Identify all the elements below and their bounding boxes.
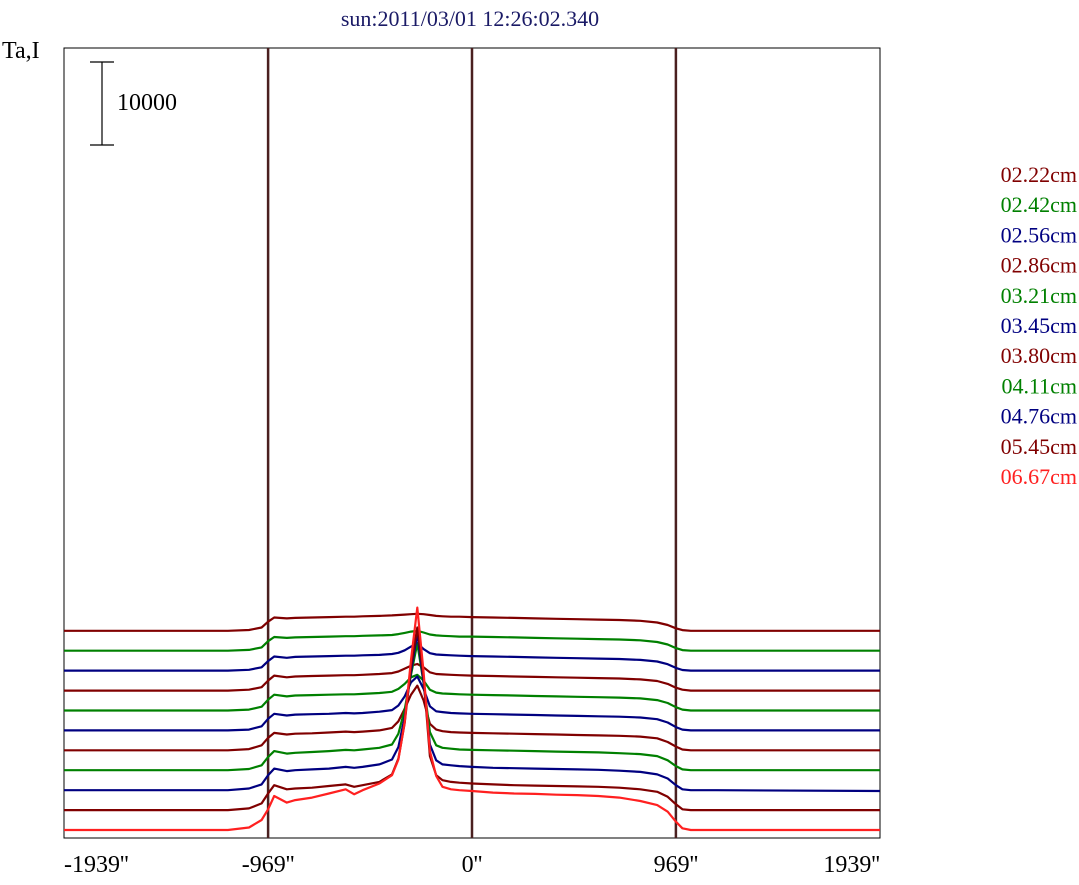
legend-entry-04.11cm: 04.11cm: [1001, 373, 1077, 398]
x-tick-label: -969'': [242, 852, 295, 878]
x-tick-labels: -1939'' -969'' 0'' 969'' 1939'': [64, 852, 880, 878]
x-tick-label: 0'': [462, 852, 483, 878]
legend-entry-02.22cm: 02.22cm: [1001, 162, 1077, 187]
chart-title: sun:2011/03/01 12:26:02.340: [341, 6, 599, 31]
legend-entry-02.86cm: 02.86cm: [1001, 253, 1077, 278]
x-tick-label: -1939'': [64, 852, 129, 878]
series-group: [64, 606, 881, 832]
reference-lines: [266, 48, 678, 838]
series-line-03.45cm: [64, 675, 880, 732]
scale-bar-label: 10000: [117, 90, 177, 116]
legend-entry-03.45cm: 03.45cm: [1001, 313, 1077, 338]
legend-entry-05.45cm: 05.45cm: [1001, 434, 1077, 459]
scale-bar: 10000: [90, 61, 177, 146]
legend-entry-02.42cm: 02.42cm: [1001, 192, 1077, 217]
series-line-04.11cm: [64, 642, 880, 772]
series-line-02.56cm: [64, 642, 880, 672]
series-line-06.67cm: [64, 606, 880, 832]
series-line-03.21cm: [64, 673, 880, 712]
legend: 02.22cm 02.42cm 02.56cm 02.86cm 03.21cm 03.45…: [1001, 162, 1077, 489]
legend-entry-04.76cm: 04.76cm: [1001, 404, 1077, 429]
x-tick-label: 969'': [654, 852, 699, 878]
x-tick-label: 1939'': [823, 852, 880, 878]
series-line-02.22cm: [64, 612, 880, 632]
series-line-05.45cm: [64, 626, 880, 812]
legend-entry-03.80cm: 03.80cm: [1001, 343, 1077, 368]
series-line-02.86cm: [64, 662, 880, 692]
legend-entry-06.67cm: 06.67cm: [1001, 464, 1077, 489]
legend-entry-02.56cm: 02.56cm: [1001, 222, 1077, 247]
y-axis-label: Ta,I: [2, 38, 40, 64]
legend-entry-03.21cm: 03.21cm: [1001, 283, 1077, 308]
series-line-02.42cm: [64, 629, 880, 652]
